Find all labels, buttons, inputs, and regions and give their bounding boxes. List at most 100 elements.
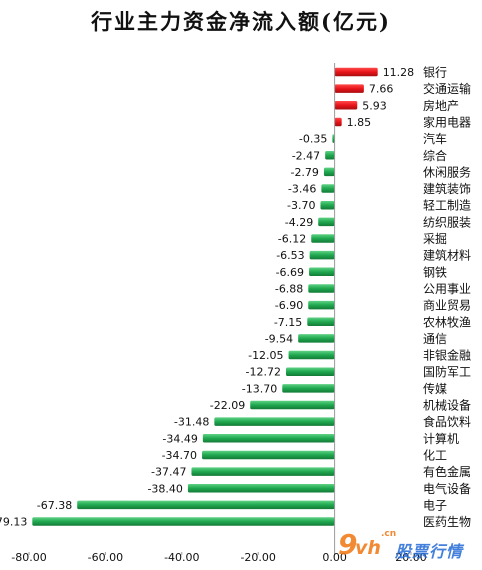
category-label-轻工制造: 轻工制造 xyxy=(423,199,471,213)
value-label-商业贸易: -6.90 xyxy=(275,299,303,312)
x-tick-label: -80.00 xyxy=(11,551,46,564)
bar-房地产 xyxy=(334,101,358,110)
value-label-农林牧渔: -7.15 xyxy=(274,316,302,329)
bar-采掘 xyxy=(311,234,335,243)
bar-休闲服务 xyxy=(323,167,335,177)
x-tick-label: -60.00 xyxy=(88,551,123,564)
category-label-综合: 综合 xyxy=(423,148,447,163)
bar-交通运输 xyxy=(334,84,364,93)
bar-计算机 xyxy=(202,434,335,443)
category-label-建筑装饰: 建筑装饰 xyxy=(423,181,471,196)
category-label-纺织服装: 纺织服装 xyxy=(423,215,471,229)
value-label-交通运输: 7.66 xyxy=(369,83,394,96)
x-axis: -80.00 -60.00 -40.00 -20.00 0.00 20.00 xyxy=(11,63,427,564)
bar-商业贸易 xyxy=(308,300,335,310)
bar-传媒 xyxy=(282,384,335,393)
value-label-休闲服务: -2.79 xyxy=(290,166,318,179)
category-label-食品饮料: 食品饮料 xyxy=(423,414,471,429)
value-label-家用电器: 1.85 xyxy=(347,116,372,129)
category-label-休闲服务: 休闲服务 xyxy=(423,164,471,179)
value-label-传媒: -13.70 xyxy=(242,382,277,395)
category-label-计算机: 计算机 xyxy=(423,431,459,446)
watermark-logo: 9 vh .cn 股票行情 xyxy=(338,528,478,564)
bar-银行 xyxy=(334,67,378,77)
value-label-通信: -9.54 xyxy=(265,332,293,345)
bar-纺织服装 xyxy=(318,217,335,227)
category-label-汽车: 汽车 xyxy=(423,131,447,146)
bar-建筑材料 xyxy=(309,250,335,260)
value-label-医药生物: -79.13 xyxy=(0,516,27,529)
category-label-房地产: 房地产 xyxy=(423,98,459,113)
bar-化工 xyxy=(202,450,335,460)
category-label-采掘: 采掘 xyxy=(423,231,447,246)
category-label-化工: 化工 xyxy=(423,448,447,462)
value-label-计算机: -34.49 xyxy=(162,432,197,445)
bar-医药生物 xyxy=(32,517,335,526)
bar-机械设备 xyxy=(250,400,335,410)
category-label-建筑材料: 建筑材料 xyxy=(423,248,471,263)
category-label-group: 银行交通运输房地产家用电器汽车综合休闲服务建筑装饰轻工制造纺织服装采掘建筑材料钢… xyxy=(423,66,471,530)
value-label-电子: -67.38 xyxy=(37,499,72,512)
bar-家用电器 xyxy=(334,117,342,127)
x-tick-label: 0.00 xyxy=(322,551,347,564)
value-label-公用事业: -6.88 xyxy=(275,282,303,295)
bar-综合 xyxy=(325,151,335,160)
x-tick-label: -20.00 xyxy=(240,551,275,564)
value-label-group: 11.28 7.66 5.93 1.85 -0.35 -2.47 -2.79 -3.46 -3.… xyxy=(0,66,414,529)
watermark-letters: vh xyxy=(355,537,381,559)
chart-title: 行业主力资金净流入额(亿元) xyxy=(91,9,391,34)
bar-农林牧渔 xyxy=(307,317,335,326)
bar-轻工制造 xyxy=(320,200,335,210)
bar-公用事业 xyxy=(308,284,335,293)
value-label-综合: -2.47 xyxy=(292,149,320,162)
bar-汽车 xyxy=(332,134,335,143)
value-label-建筑装饰: -3.46 xyxy=(288,183,316,196)
value-label-纺织服装: -4.29 xyxy=(285,216,313,229)
watermark-digit: 9 xyxy=(338,528,358,561)
value-label-有色金属: -37.47 xyxy=(151,466,186,479)
value-label-食品饮料: -31.48 xyxy=(174,416,209,429)
value-label-电气设备: -38.40 xyxy=(147,482,182,495)
bar-电子 xyxy=(77,500,335,510)
value-label-建筑材料: -6.53 xyxy=(276,249,304,262)
value-label-钢铁: -6.69 xyxy=(276,266,304,279)
category-label-非银金融: 非银金融 xyxy=(423,348,471,363)
value-label-采掘: -6.12 xyxy=(278,233,306,246)
category-label-医药生物: 医药生物 xyxy=(423,515,471,529)
value-label-房地产: 5.93 xyxy=(362,99,387,112)
category-label-公用事业: 公用事业 xyxy=(423,282,471,296)
bar-食品饮料 xyxy=(214,417,335,426)
x-tick-label: -40.00 xyxy=(164,551,199,564)
category-label-商业贸易: 商业贸易 xyxy=(423,298,471,313)
category-label-农林牧渔: 农林牧渔 xyxy=(423,315,471,329)
bar-建筑装饰 xyxy=(321,184,335,193)
bar-有色金属 xyxy=(191,467,335,476)
category-label-通信: 通信 xyxy=(423,332,447,346)
value-label-非银金融: -12.05 xyxy=(248,349,283,362)
bar-国防军工 xyxy=(286,367,335,376)
watermark-brand: 股票行情 xyxy=(395,542,464,561)
bar-非银金融 xyxy=(288,350,335,360)
x-tick-label: 20.00 xyxy=(395,551,427,564)
value-label-国防军工: -12.72 xyxy=(246,366,281,379)
category-label-机械设备: 机械设备 xyxy=(423,398,471,413)
bar-电气设备 xyxy=(187,484,335,493)
bar-钢铁 xyxy=(309,267,335,277)
value-label-汽车: -0.35 xyxy=(299,133,327,146)
category-label-国防军工: 国防军工 xyxy=(423,364,471,379)
category-label-钢铁: 钢铁 xyxy=(423,265,447,279)
watermark-domain: .cn xyxy=(381,529,397,539)
category-label-家用电器: 家用电器 xyxy=(423,114,471,129)
value-label-机械设备: -22.09 xyxy=(210,399,245,412)
category-label-交通运输: 交通运输 xyxy=(423,81,471,96)
value-label-轻工制造: -3.70 xyxy=(287,199,315,212)
category-label-电子: 电子 xyxy=(423,498,447,512)
bar-series xyxy=(32,67,378,526)
category-label-银行: 银行 xyxy=(423,66,447,80)
category-label-电气设备: 电气设备 xyxy=(423,481,471,496)
value-label-银行: 11.28 xyxy=(383,66,415,79)
bar-通信 xyxy=(298,334,335,343)
value-label-化工: -34.70 xyxy=(162,449,197,462)
category-label-传媒: 传媒 xyxy=(423,381,447,396)
